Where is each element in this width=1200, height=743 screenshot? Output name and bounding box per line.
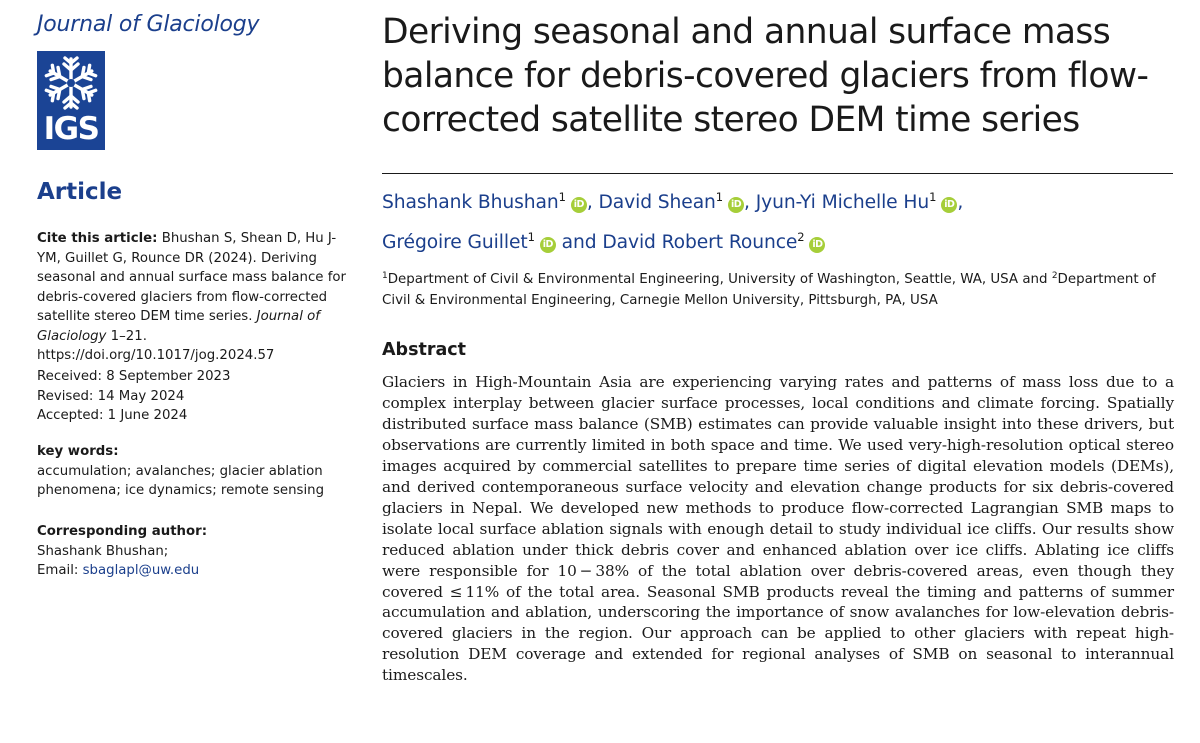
author-conjunction: and <box>561 232 597 253</box>
snowflake-icon <box>44 56 98 110</box>
email-link[interactable]: sbaglapl@uw.edu <box>82 563 200 578</box>
citation-block: Cite this article: Bhushan S, Shean D, H… <box>37 229 357 366</box>
corresponding-name: Shashank Bhushan; <box>37 543 169 559</box>
dates-block: Received: 8 September 2023 Revised: 14 M… <box>37 367 357 426</box>
author-name[interactable]: Shashank Bhushan <box>382 192 559 213</box>
keywords-block: key words: accumulation; avalanches; gla… <box>37 442 357 501</box>
author-affiliation-mark: 1 <box>715 190 724 204</box>
revised-date: Revised: 14 May 2024 <box>37 388 185 404</box>
author-separator: , <box>957 192 964 213</box>
author-name[interactable]: David Shean <box>598 192 716 213</box>
author-separator: , <box>744 192 750 213</box>
author-name[interactable]: David Robert Rounce <box>602 232 798 253</box>
cite-doi[interactable]: 1–21. https://doi.org/10.1017/jog.2024.5… <box>37 328 275 364</box>
title-divider <box>382 173 1173 174</box>
keywords-label: key words: <box>37 444 119 459</box>
orcid-icon[interactable]: iD <box>941 197 958 213</box>
email-label: Email: <box>37 563 79 578</box>
affiliation-number: 1 <box>382 271 388 281</box>
corresponding-author-block: Corresponding author: Shashank Bhushan; … <box>37 522 357 581</box>
author-name[interactable]: Jyun-Yi Michelle Hu <box>755 192 930 213</box>
author-name[interactable]: Grégoire Guillet <box>382 232 528 253</box>
abstract-heading: Abstract <box>382 340 467 360</box>
abstract-body: Glaciers in High-Mountain Asia are exper… <box>382 373 1174 685</box>
paper-title: Deriving seasonal and annual surface mas… <box>382 12 1149 140</box>
author-affiliation-mark: 1 <box>929 190 937 204</box>
received-date: Received: 8 September 2023 <box>37 369 231 384</box>
orcid-icon[interactable]: iD <box>809 237 826 253</box>
author-affiliation-mark: 1 <box>527 230 535 244</box>
journal-name: Journal of Glaciology <box>37 12 260 37</box>
affiliation-text: Department of Civil & Environmental Engi… <box>387 272 1052 287</box>
orcid-icon[interactable]: iD <box>570 197 587 213</box>
author-list: Shashank Bhushan1iD, David Shean1iD, Jyu… <box>382 180 1182 260</box>
accepted-date: Accepted: 1 June 2024 <box>37 408 188 423</box>
cite-text: Bhushan S, Shean D, Hu J-YM, Guillet G, … <box>37 231 346 324</box>
affiliation-number: 2 <box>1051 271 1058 281</box>
affiliation-text: Department of Civil & Environmental Engi… <box>382 272 1156 308</box>
affiliations: 1Department of Civil & Environmental Eng… <box>382 266 1182 311</box>
igs-logo: IGS <box>37 51 105 150</box>
keywords-text: accumulation; avalanches; glacier ablati… <box>37 463 325 499</box>
author-separator: , <box>586 192 593 213</box>
corresponding-label: Corresponding author: <box>37 524 208 539</box>
orcid-icon[interactable]: iD <box>728 197 745 213</box>
author-affiliation-mark: 2 <box>797 230 805 244</box>
author-affiliation-mark: 1 <box>558 190 566 204</box>
igs-logo-text: IGS <box>43 111 100 147</box>
article-type-heading: Article <box>37 179 123 205</box>
orcid-icon[interactable]: iD <box>539 237 556 253</box>
cite-label: Cite this article: <box>37 231 158 246</box>
cite-journal: Journal of Glaciology <box>37 309 320 344</box>
